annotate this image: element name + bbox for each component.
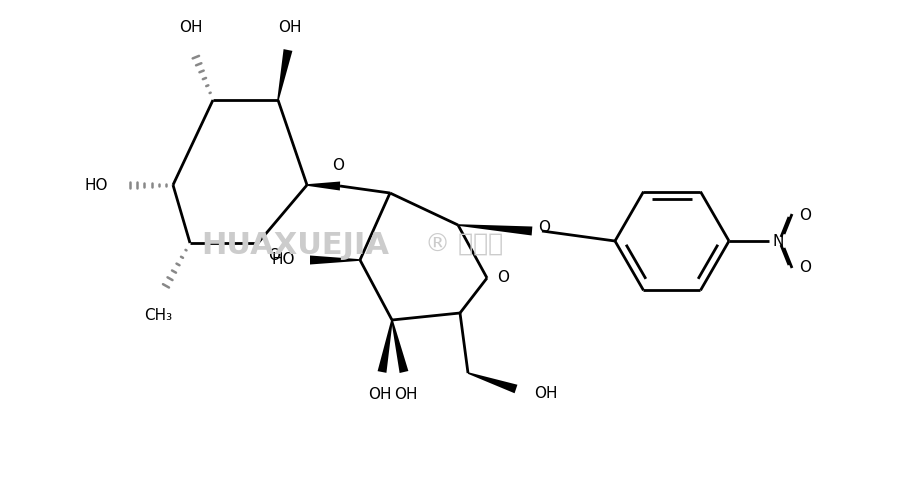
Text: ® 化学加: ® 化学加 xyxy=(425,233,503,257)
Polygon shape xyxy=(467,372,516,393)
Polygon shape xyxy=(307,181,340,190)
Polygon shape xyxy=(377,320,392,373)
Text: CH₃: CH₃ xyxy=(143,308,172,323)
Text: OH: OH xyxy=(278,20,301,35)
Polygon shape xyxy=(458,224,532,236)
Text: HO: HO xyxy=(85,177,108,192)
Text: O: O xyxy=(496,271,508,285)
Text: O: O xyxy=(798,208,811,222)
Polygon shape xyxy=(277,49,292,100)
Text: OH: OH xyxy=(368,387,391,402)
Text: O: O xyxy=(332,158,344,173)
Text: HUAXUEJIA: HUAXUEJIA xyxy=(200,231,389,259)
Polygon shape xyxy=(310,255,359,265)
Text: O: O xyxy=(798,259,811,275)
Text: O: O xyxy=(267,248,279,263)
Text: N: N xyxy=(772,234,784,248)
Text: OH: OH xyxy=(179,20,202,35)
Polygon shape xyxy=(391,320,408,373)
Text: HO: HO xyxy=(271,252,295,268)
Text: OH: OH xyxy=(394,387,417,402)
Text: OH: OH xyxy=(533,386,557,400)
Text: O: O xyxy=(538,220,550,236)
